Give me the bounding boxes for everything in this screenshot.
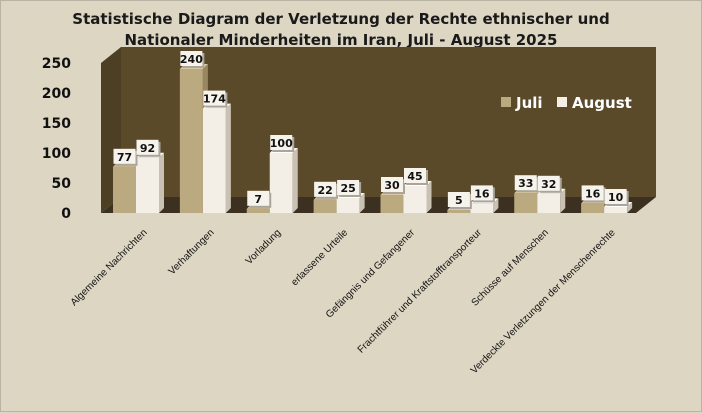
data-label: 77 [117,151,132,164]
data-label-box [247,190,270,206]
data-label-box [270,135,293,150]
bar-august [604,207,628,213]
data-label-box [113,148,136,164]
data-label: 33 [518,177,533,190]
y-tick-label: 0 [61,206,71,222]
bar-juli [380,195,404,213]
bar-august-side [359,193,365,213]
data-label-box [537,175,560,191]
data-label: 45 [407,170,422,183]
bar-juli [514,193,538,213]
data-label: 22 [317,184,332,197]
data-label: 100 [270,137,293,150]
y-tick-label: 150 [42,116,71,132]
x-tick-label: Verdeckte Verletzungen der Menschenrecht… [469,227,618,376]
data-label-box [381,177,403,192]
plot-back-wall [121,47,656,197]
bar-august-side [292,148,298,213]
data-label: 240 [180,53,203,66]
data-label: 174 [203,93,226,106]
data-label-box [447,192,470,207]
y-tick-label: 200 [42,86,71,102]
x-tick-label: Verhaftungen [167,227,217,277]
x-tick-label: Frachtführer und Kraftstofftransporteur [356,227,485,356]
data-label-box [314,181,337,197]
data-label: 16 [474,187,490,200]
data-label: 5 [455,194,463,207]
data-label-box [604,189,627,204]
data-label: 32 [541,178,556,191]
bar-august-side [560,188,566,213]
bar-august-side [426,181,432,213]
data-label-box [514,175,537,191]
data-label-box [404,168,426,183]
bar-juli [113,166,136,213]
bar-august [537,193,561,213]
bar-juli [447,210,471,213]
bar-juli [246,208,270,213]
data-label: 10 [608,191,624,204]
x-tick-label: Schüsse auf Menschen [470,227,551,308]
x-tick-label: erlassene Urteile [289,227,350,288]
bar-august [136,157,159,213]
legend-swatch-august [557,97,567,107]
data-label-box [581,185,604,201]
bar-august [403,186,427,213]
bar-august [470,203,494,213]
chart-title-line-2: Nationaler Minderheiten im Iran, Juli - … [124,31,557,49]
data-label: 16 [585,187,601,200]
bar-juli [581,203,605,213]
bar-august-side [159,152,164,213]
bar-august [269,153,293,213]
bar-juli [313,199,337,213]
bar-august [202,108,226,213]
legend-label-august: August [572,94,632,112]
data-label-box [470,185,493,201]
bar-august [336,198,360,213]
data-label: 7 [254,193,262,206]
bar-juli [179,69,203,213]
data-label: 30 [384,179,400,192]
legend-label-juli: Juli [515,94,543,112]
y-tick-label: 100 [42,146,71,162]
data-label: 25 [340,182,355,195]
legend-swatch-juli [501,97,511,107]
chart-title-line-1: Statistische Diagram der Verletzung der … [72,10,609,28]
data-label: 92 [140,142,155,155]
x-tick-label: Algemeine Nachrichten [69,227,150,308]
y-tick-label: 50 [52,176,72,192]
data-label-box [337,180,360,195]
bar-august-side [225,103,231,213]
data-label-box [203,90,226,106]
bar-august-side [627,202,633,213]
data-label-box [180,51,203,66]
data-label-box [136,139,159,155]
x-tick-label: Vorladung [244,227,284,267]
bar-august-side [493,198,499,213]
y-tick-label: 250 [42,56,71,72]
